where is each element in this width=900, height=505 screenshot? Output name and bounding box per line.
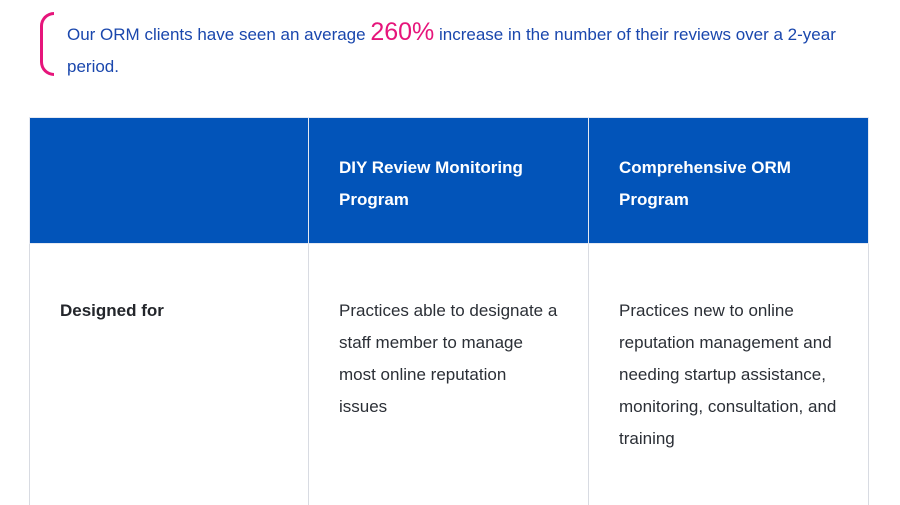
header-cell-empty <box>29 117 309 244</box>
table-row: Designed for Practices able to designate… <box>29 243 869 505</box>
cell-diy-designed-for: Practices able to designate a staff memb… <box>308 243 589 505</box>
quote-bracket-icon <box>40 12 54 76</box>
callout-text: Our ORM clients have seen an average 260… <box>67 16 837 83</box>
callout-text-after: increase in the number of their reviews … <box>67 25 836 76</box>
header-cell-comprehensive-program: Comprehensive ORM Program <box>588 117 869 244</box>
comparison-table: DIY Review Monitoring Program Comprehens… <box>29 117 869 505</box>
callout-highlight-stat: 260% <box>370 18 435 46</box>
row-label-designed-for: Designed for <box>29 243 309 505</box>
cell-comprehensive-designed-for: Practices new to online reputation manag… <box>588 243 869 505</box>
callout-text-before: Our ORM clients have seen an average <box>67 25 371 44</box>
stat-callout: Our ORM clients have seen an average 260… <box>40 12 840 80</box>
table-header-row: DIY Review Monitoring Program Comprehens… <box>29 117 869 244</box>
header-cell-diy-program: DIY Review Monitoring Program <box>308 117 589 244</box>
